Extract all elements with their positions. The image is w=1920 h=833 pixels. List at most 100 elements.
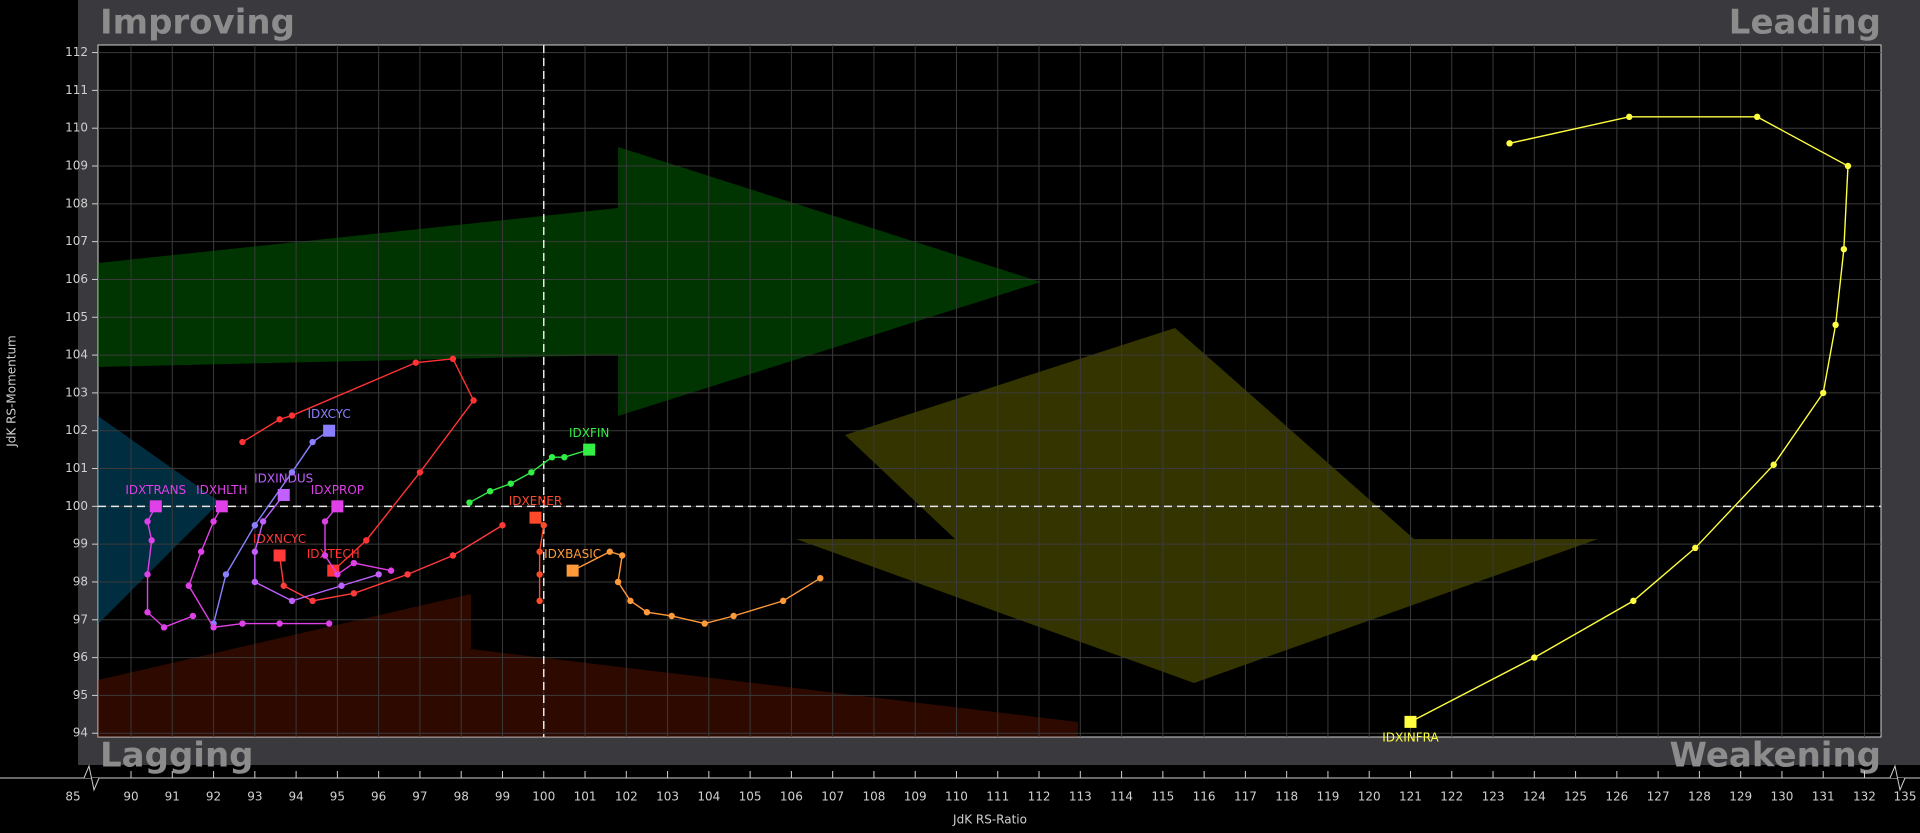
tail-marker <box>470 397 476 403</box>
tail-marker <box>144 518 150 524</box>
y-tick-label: 106 <box>65 272 88 286</box>
tail-marker <box>619 552 625 558</box>
quadrant-label: Weakening <box>1670 736 1881 776</box>
y-tick-label: 112 <box>65 45 88 59</box>
x-tick-label: 131 <box>1812 790 1835 804</box>
quadrant-label: Improving <box>100 3 295 43</box>
tail-marker <box>1845 163 1851 169</box>
tail-marker <box>239 620 245 626</box>
x-tick-label: 109 <box>904 790 927 804</box>
head-marker <box>278 489 290 501</box>
tail-marker <box>780 598 786 604</box>
x-tick-label: 100 <box>532 790 555 804</box>
series-label: IDXCYC <box>307 407 350 421</box>
y-tick-label: 111 <box>65 83 88 97</box>
tail-marker <box>541 522 547 528</box>
tail-marker <box>1841 246 1847 252</box>
tail-marker <box>466 499 472 505</box>
x-tick-label: 128 <box>1688 790 1711 804</box>
x-tick-label: 119 <box>1316 790 1339 804</box>
x-tick-label: 90 <box>123 790 138 804</box>
tail-marker <box>1630 598 1636 604</box>
series-label: IDXBASIC <box>544 547 601 561</box>
y-tick-label: 102 <box>65 423 88 437</box>
tail-marker <box>536 598 542 604</box>
x-tick-label: 107 <box>821 790 844 804</box>
tail-marker <box>223 571 229 577</box>
y-tick-label: 100 <box>65 499 88 513</box>
tail-marker <box>1832 322 1838 328</box>
x-break-tick-label: 85 <box>65 790 80 804</box>
x-tick-label: 114 <box>1110 790 1133 804</box>
y-tick-label: 97 <box>73 612 88 626</box>
x-break-tick-label: 135 <box>1894 790 1917 804</box>
y-tick-label: 95 <box>73 688 88 702</box>
y-tick-label: 98 <box>73 574 88 588</box>
head-marker <box>583 444 595 456</box>
x-tick-label: 115 <box>1151 790 1174 804</box>
tail-marker <box>351 590 357 596</box>
x-tick-label: 111 <box>986 790 1009 804</box>
head-marker <box>567 565 579 577</box>
x-tick-label: 123 <box>1482 790 1505 804</box>
tail-marker <box>322 518 328 524</box>
x-tick-label: 122 <box>1440 790 1463 804</box>
tail-marker <box>252 549 258 555</box>
x-tick-label: 93 <box>247 790 262 804</box>
y-tick-label: 103 <box>65 385 88 399</box>
tail-marker <box>210 624 216 630</box>
tail-marker <box>627 598 633 604</box>
x-tick-label: 113 <box>1069 790 1092 804</box>
x-tick-label: 106 <box>780 790 803 804</box>
x-tick-label: 126 <box>1605 790 1628 804</box>
tail-marker <box>144 571 150 577</box>
x-tick-label: 104 <box>697 790 720 804</box>
x-tick-label: 132 <box>1853 790 1876 804</box>
x-tick-label: 124 <box>1523 790 1546 804</box>
x-tick-label: 125 <box>1564 790 1587 804</box>
tail-marker <box>668 613 674 619</box>
tail-marker <box>334 571 340 577</box>
head-marker <box>150 500 162 512</box>
series-label: IDXFIN <box>569 426 609 440</box>
tail-marker <box>260 518 266 524</box>
tail-marker <box>615 579 621 585</box>
head-marker <box>529 512 541 524</box>
tail-marker <box>289 598 295 604</box>
y-tick-label: 109 <box>65 159 88 173</box>
tail-marker <box>1692 545 1698 551</box>
tail-marker <box>190 613 196 619</box>
tail-marker <box>450 356 456 362</box>
head-marker <box>216 500 228 512</box>
x-tick-label: 101 <box>574 790 597 804</box>
quadrant-label: Leading <box>1729 3 1881 43</box>
y-axis-label: JdK RS-Momentum <box>5 335 19 448</box>
tail-marker <box>730 613 736 619</box>
head-marker <box>1404 716 1416 728</box>
tail-marker <box>281 583 287 589</box>
tail-marker <box>322 552 328 558</box>
series-label: IDXINFRA <box>1382 730 1439 744</box>
x-tick-label: 91 <box>165 790 180 804</box>
quadrant-label: Lagging <box>100 736 253 776</box>
tail-marker <box>276 416 282 422</box>
tail-marker <box>375 571 381 577</box>
y-tick-label: 96 <box>73 650 88 664</box>
tail-marker <box>413 359 419 365</box>
x-tick-label: 97 <box>412 790 427 804</box>
tail-marker <box>198 549 204 555</box>
y-tick-label: 105 <box>65 310 88 324</box>
head-marker <box>323 425 335 437</box>
x-tick-label: 94 <box>288 790 303 804</box>
x-tick-label: 120 <box>1358 790 1381 804</box>
x-tick-label: 127 <box>1647 790 1670 804</box>
series-label: IDXHLTH <box>196 483 247 497</box>
tail-marker <box>338 583 344 589</box>
x-tick-label: 110 <box>945 790 968 804</box>
tail-marker <box>210 518 216 524</box>
tail-marker <box>607 549 613 555</box>
series-label: IDXNCYC <box>253 532 306 546</box>
x-tick-label: 108 <box>862 790 885 804</box>
x-tick-label: 118 <box>1275 790 1298 804</box>
x-tick-label: 102 <box>615 790 638 804</box>
